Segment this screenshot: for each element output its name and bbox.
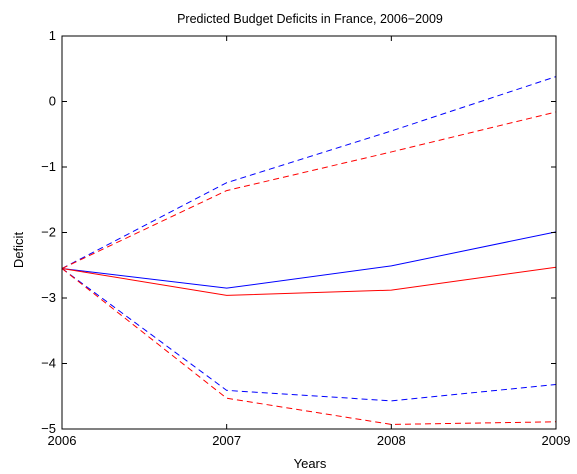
y-tick-label: −2 [41, 225, 56, 240]
x-tick-label: 2007 [212, 433, 241, 448]
y-tick-label: −5 [41, 421, 56, 436]
series-line-5 [61, 268, 557, 402]
chart-title: Predicted Budget Deficits in France, 200… [177, 12, 443, 26]
y-tick-label: −4 [41, 356, 56, 371]
series-line-2 [61, 266, 557, 296]
series-line-6 [61, 268, 557, 425]
series-line-4 [61, 111, 557, 269]
y-tick-label: −1 [41, 159, 56, 174]
x-tick-label: 2006 [48, 433, 77, 448]
x-tick-label: 2009 [542, 433, 571, 448]
x-axis-label: Years [294, 456, 327, 471]
y-tick-label: 1 [49, 28, 56, 43]
series-line-1 [61, 231, 557, 289]
y-tick-label: −3 [41, 290, 56, 305]
ticks-layer: 2006 2007 2008 2009 −5 −4 −3 −2 −1 0 1 [41, 28, 570, 448]
y-axis-label: Deficit [11, 232, 26, 269]
x-tick-label: 2008 [377, 433, 406, 448]
series-layer [61, 76, 557, 425]
series-line-3 [61, 76, 557, 269]
plot-frame [61, 35, 557, 430]
y-tick-label: 0 [49, 94, 56, 109]
